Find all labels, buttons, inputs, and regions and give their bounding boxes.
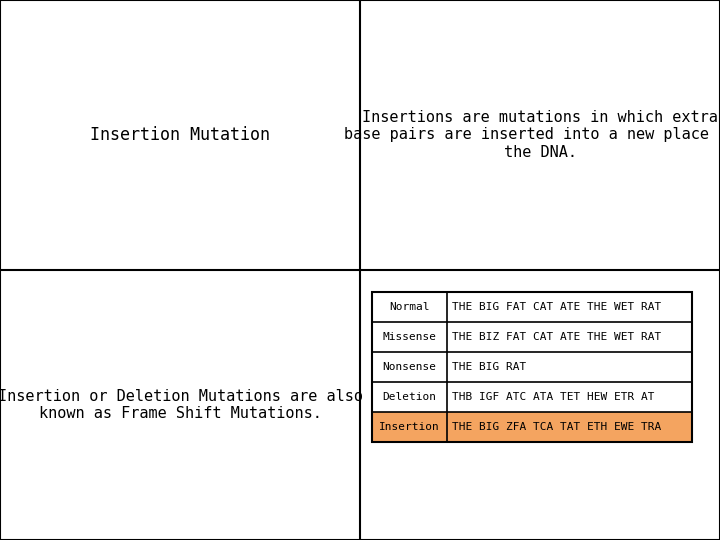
Bar: [447, 412, 692, 442]
Text: THE BIZ FAT CAT ATE THE WET RAT: THE BIZ FAT CAT ATE THE WET RAT: [452, 332, 661, 342]
Text: THB IGF ATC ATA TET HEW ETR AT: THB IGF ATC ATA TET HEW ETR AT: [452, 392, 654, 402]
Text: Nonsense: Nonsense: [382, 362, 436, 372]
Bar: [372, 412, 447, 442]
Text: THE BIG ZFA TCA TAT ETH EWE TRA: THE BIG ZFA TCA TAT ETH EWE TRA: [452, 422, 661, 432]
Bar: [447, 382, 692, 412]
Bar: [372, 292, 447, 322]
Text: Insertions are mutations in which extra
base pairs are inserted into a new place: Insertions are mutations in which extra …: [344, 110, 720, 160]
Text: Insertion or Deletion Mutations are also
known as Frame Shift Mutations.: Insertion or Deletion Mutations are also…: [0, 389, 362, 421]
Bar: [372, 382, 447, 412]
Bar: [447, 352, 692, 382]
Bar: [447, 292, 692, 322]
Text: Missense: Missense: [382, 332, 436, 342]
Text: THE BIG RAT: THE BIG RAT: [452, 362, 526, 372]
Text: Insertion: Insertion: [379, 422, 440, 432]
Bar: [372, 292, 692, 442]
Text: THE BIG FAT CAT ATE THE WET RAT: THE BIG FAT CAT ATE THE WET RAT: [452, 302, 661, 312]
Bar: [372, 322, 447, 352]
Bar: [372, 352, 447, 382]
Text: Deletion: Deletion: [382, 392, 436, 402]
Bar: [447, 322, 692, 352]
Text: Insertion Mutation: Insertion Mutation: [90, 126, 270, 144]
Text: Normal: Normal: [390, 302, 430, 312]
